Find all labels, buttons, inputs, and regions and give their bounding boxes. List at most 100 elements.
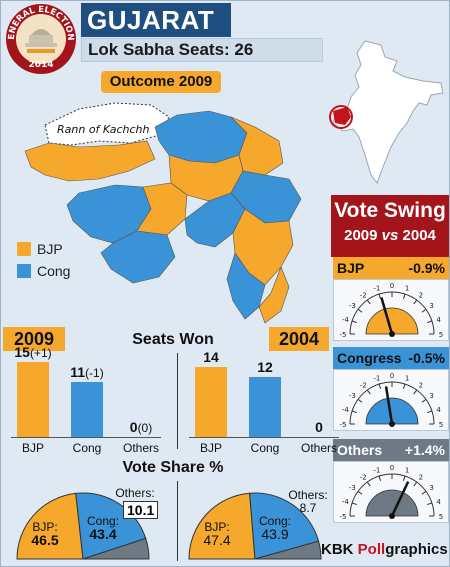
legend-label-bjp: BJP <box>37 241 63 257</box>
gauge-pivot-others <box>389 513 395 519</box>
gauge-tick-label-congress: 0 <box>390 372 394 380</box>
bar-category-bjp-2004: BJP <box>199 441 222 455</box>
seats-divider <box>177 353 178 449</box>
swing-row-others: Others +1.4% <box>333 439 449 461</box>
india-locator-map <box>329 40 444 185</box>
gauge-tick-label-others: 1 <box>405 466 409 474</box>
swing-label-congress: Congress <box>337 350 402 366</box>
gauge-tick-bjp <box>413 299 418 305</box>
gauge-tick-label-congress: 3 <box>429 392 433 400</box>
gauge-tick-label-bjp: -1 <box>373 284 380 292</box>
gauge-tick-bjp <box>427 320 433 324</box>
svg-text:2014: 2014 <box>28 60 53 70</box>
state-title: GUJARAT <box>81 3 231 37</box>
bar-category-bjp-2009: BJP <box>21 441 44 455</box>
gujarat-constituency-map: Rann of Kachchh <box>24 102 302 324</box>
gauge-tick-label-congress: -5 <box>340 421 347 429</box>
gauge-tick-congress <box>378 383 382 389</box>
gauge-tick-bjp <box>421 308 427 313</box>
gauge-tick-label-bjp: 2 <box>419 291 423 299</box>
gauge-tick-congress <box>402 383 406 389</box>
legend-label-cong: Cong <box>37 263 71 279</box>
vote-swing-title: Vote Swing 2009 vs 2004 <box>331 195 449 257</box>
gauge-tick-others <box>357 490 363 495</box>
bar-baseline-2004 <box>189 437 339 438</box>
gauge-tick-label-bjp: -2 <box>360 291 367 299</box>
bar-cong-2009 <box>71 382 103 437</box>
gauge-tick-label-others: 5 <box>439 513 443 521</box>
bar-category-others-2004: Others <box>300 441 337 455</box>
gauge-tick-label-bjp: -5 <box>340 331 347 339</box>
swing-label-bjp: BJP <box>337 260 365 276</box>
gauge-tick-others <box>351 502 357 506</box>
gauge-tick-label-others: -4 <box>342 498 350 506</box>
pie-slice-others-2004 <box>254 540 322 560</box>
bar-category-cong-2004: Cong <box>250 441 280 455</box>
bar-baseline-2009 <box>11 437 161 438</box>
bar-cong-2004 <box>249 377 281 437</box>
gauge-tick-others <box>413 481 418 487</box>
legend-item-cong: Cong <box>17 263 70 279</box>
gauge-tick-label-others: 2 <box>419 473 423 481</box>
pie-slice-others-2009 <box>82 537 150 560</box>
gauge-tick-others <box>378 475 382 481</box>
bar-value-bjp-2009: 15(+1) <box>14 344 52 360</box>
swing-row-congress: Congress -0.5% <box>333 347 449 369</box>
gauge-tick-congress <box>427 410 433 414</box>
gauge-tick-label-others: -5 <box>340 513 347 521</box>
vote-share-pie-2004 <box>188 492 322 560</box>
bar-value-bjp-2004: 14 <box>203 349 219 365</box>
bar-bjp-2004 <box>195 367 227 437</box>
gauge-tick-label-congress: -3 <box>349 392 356 400</box>
bar-value-cong-2009: 11(-1) <box>70 364 104 380</box>
gauge-tick-label-bjp: 3 <box>429 302 433 310</box>
seats-won-title: Seats Won <box>132 331 214 348</box>
general-elections-logo: GENERAL ELECTIONS 2014 <box>5 3 76 74</box>
gauge-tick-label-congress: -1 <box>373 374 380 382</box>
swing-gauge-others: -5 -4 -3 -2 -1 0 1 2 3 4 5 <box>333 461 449 523</box>
gauge-tick-label-others: 3 <box>429 484 433 492</box>
legend-swatch-cong <box>17 264 31 278</box>
svg-text:Rann of Kachchh: Rann of Kachchh <box>57 123 150 136</box>
swing-value-others: +1.4% <box>404 442 445 458</box>
bar-value-cong-2004: 12 <box>257 359 273 375</box>
swing-row-bjp: BJP -0.9% <box>333 257 449 279</box>
gauge-tick-congress <box>421 398 427 403</box>
swing-label-others: Others <box>337 442 383 458</box>
pie-label-others-2009: Others: <box>115 486 155 500</box>
gauge-tick-congress <box>366 389 371 395</box>
gauge-tick-label-congress: -4 <box>342 406 350 414</box>
swing-value-congress: -0.5% <box>408 350 445 366</box>
pie-slice-cong-2004 <box>249 492 320 560</box>
lok-sabha-seats: Lok Sabha Seats: 26 <box>81 38 323 62</box>
swing-gauge-bjp: -5 -4 -3 -2 -1 0 1 2 3 4 5 <box>333 279 449 341</box>
swing-value-bjp: -0.9% <box>408 260 445 276</box>
pie-label-cong-2009: Cong: 43.4 <box>86 514 120 542</box>
pie-label-bjp-2009: BJP: 46.5 <box>31 520 59 548</box>
gauge-dial-congress: -5 -4 -3 -2 -1 0 1 234 5 <box>340 372 444 429</box>
swing-gauge-congress: -5 -4 -3 -2 -1 0 1 2 3 4 5 <box>333 369 449 431</box>
gauge-tick-label-congress: 2 <box>419 381 423 389</box>
legend-swatch-bjp <box>17 242 31 256</box>
gauge-tick-label-others: -1 <box>373 466 380 474</box>
gauge-tick-label-others: -2 <box>360 473 367 481</box>
gauge-hub-congress <box>365 397 419 425</box>
gauge-tick-others <box>366 481 371 487</box>
gauge-tick-label-others: -3 <box>349 484 356 492</box>
gauge-dial-bjp: -5 -4 -3 -2 -1 0 1 234 5 <box>340 282 444 339</box>
bar-value-others-2009: 0(0) <box>129 419 153 435</box>
gauge-tick-others <box>427 502 433 506</box>
credit-kbk-pollgraphics: KBK Pollgraphics <box>321 541 448 558</box>
pie-slice-cong-2009 <box>75 492 147 560</box>
bar-value-others-2004: 0 <box>315 419 323 435</box>
gauge-tick-label-congress: -2 <box>360 381 367 389</box>
gauge-needle-congress <box>384 386 394 425</box>
gauge-needle-bjp <box>380 297 394 335</box>
gauge-pivot-bjp <box>389 331 395 337</box>
gauge-tick-congress <box>413 389 418 395</box>
gauge-tick-label-bjp: -4 <box>342 316 350 324</box>
gauge-tick-bjp <box>357 308 363 313</box>
vote-share-pie-2009 <box>16 492 150 560</box>
gauge-tick-label-congress: 1 <box>405 374 409 382</box>
